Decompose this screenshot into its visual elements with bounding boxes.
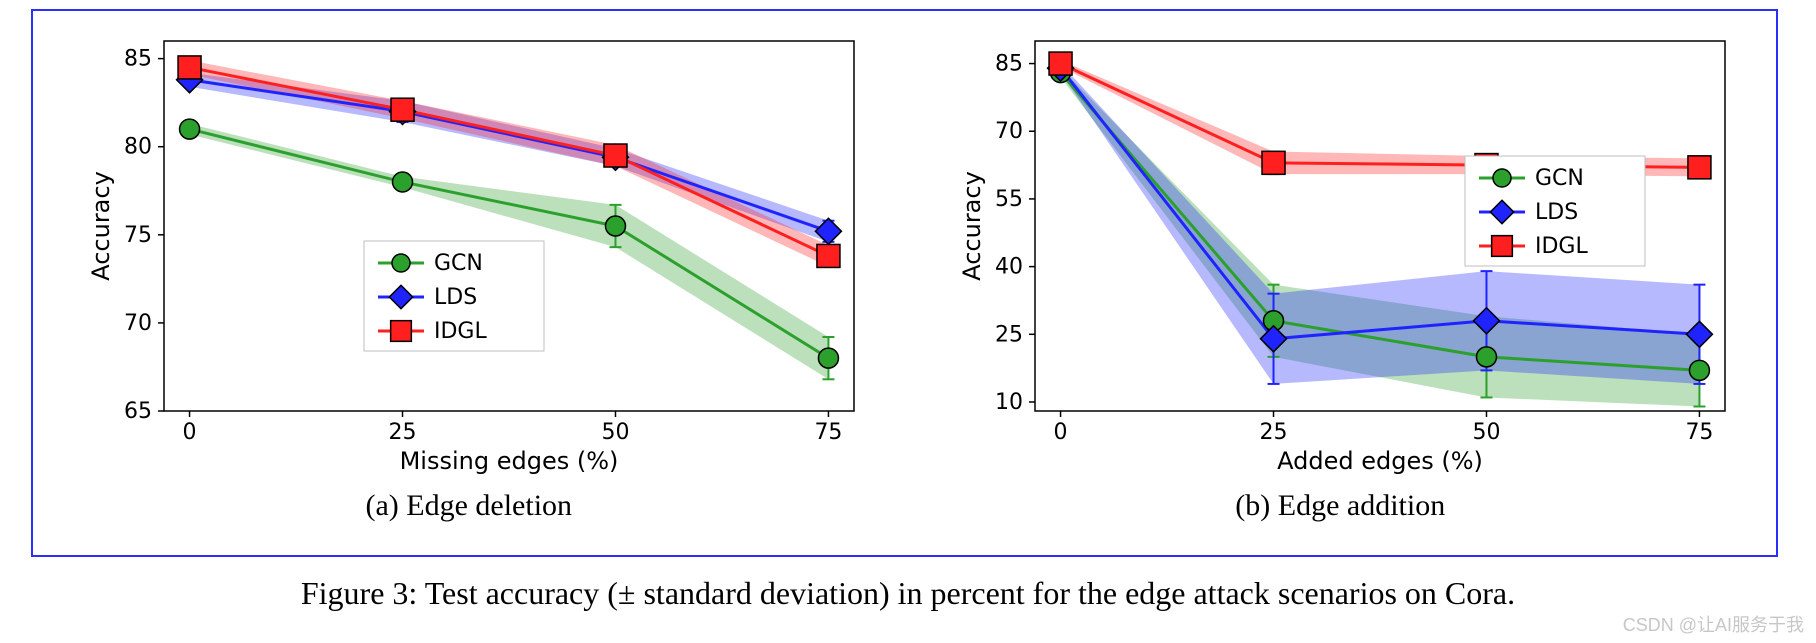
chart-b: 0 25 50 75 10 25 40 55 70 85 Added edges (%) Accura… bbox=[955, 29, 1745, 481]
panel-a: 0 25 50 75 65 70 75 80 85 Missing edges (%) Accura… bbox=[33, 11, 905, 555]
svg-text:75: 75 bbox=[124, 223, 152, 248]
panel-b: 0 25 50 75 10 25 40 55 70 85 Added edges (%) Accura… bbox=[905, 11, 1777, 555]
svg-text:85: 85 bbox=[124, 47, 152, 72]
watermark: CSDN @让AI服务于我 bbox=[1623, 611, 1804, 637]
svg-text:Accuracy: Accuracy bbox=[958, 171, 986, 281]
svg-text:80: 80 bbox=[124, 135, 152, 160]
svg-text:25: 25 bbox=[995, 322, 1023, 347]
svg-text:55: 55 bbox=[995, 187, 1023, 212]
svg-text:65: 65 bbox=[124, 399, 152, 424]
svg-text:0: 0 bbox=[182, 420, 196, 445]
plot-area-b: 0 25 50 75 10 25 40 55 70 85 Added edges (%) Accura… bbox=[955, 29, 1745, 481]
chart-a: 0 25 50 75 65 70 75 80 85 Missing edges (%) Accura… bbox=[84, 29, 874, 481]
svg-text:GCN: GCN bbox=[434, 251, 483, 276]
svg-text:Added edges (%): Added edges (%) bbox=[1277, 447, 1483, 475]
subcaption-b: (b) Edge addition bbox=[1235, 489, 1445, 523]
svg-text:0: 0 bbox=[1054, 420, 1068, 445]
figure-frame: 0 25 50 75 65 70 75 80 85 Missing edges (%) Accura… bbox=[31, 9, 1778, 557]
svg-text:LDS: LDS bbox=[1535, 200, 1578, 225]
svg-text:Accuracy: Accuracy bbox=[87, 171, 115, 281]
svg-text:25: 25 bbox=[388, 420, 416, 445]
subcaption-a: (a) Edge deletion bbox=[365, 489, 572, 523]
svg-text:70: 70 bbox=[124, 311, 152, 336]
svg-text:75: 75 bbox=[814, 420, 842, 445]
svg-text:IDGL: IDGL bbox=[1535, 234, 1588, 259]
panels-row: 0 25 50 75 65 70 75 80 85 Missing edges (%) Accura… bbox=[33, 11, 1776, 555]
svg-text:85: 85 bbox=[995, 52, 1023, 77]
figure-caption: Figure 3: Test accuracy (± standard devi… bbox=[0, 575, 1816, 612]
svg-text:IDGL: IDGL bbox=[434, 319, 487, 344]
svg-text:Missing edges (%): Missing edges (%) bbox=[399, 447, 618, 475]
svg-text:25: 25 bbox=[1260, 420, 1288, 445]
svg-text:GCN: GCN bbox=[1535, 166, 1584, 191]
svg-text:50: 50 bbox=[1473, 420, 1501, 445]
svg-text:10: 10 bbox=[995, 390, 1023, 415]
svg-text:40: 40 bbox=[995, 255, 1023, 280]
svg-text:70: 70 bbox=[995, 119, 1023, 144]
svg-text:75: 75 bbox=[1686, 420, 1714, 445]
svg-text:50: 50 bbox=[601, 420, 629, 445]
svg-text:LDS: LDS bbox=[434, 285, 477, 310]
plot-area-a: 0 25 50 75 65 70 75 80 85 Missing edges (%) Accura… bbox=[84, 29, 874, 481]
